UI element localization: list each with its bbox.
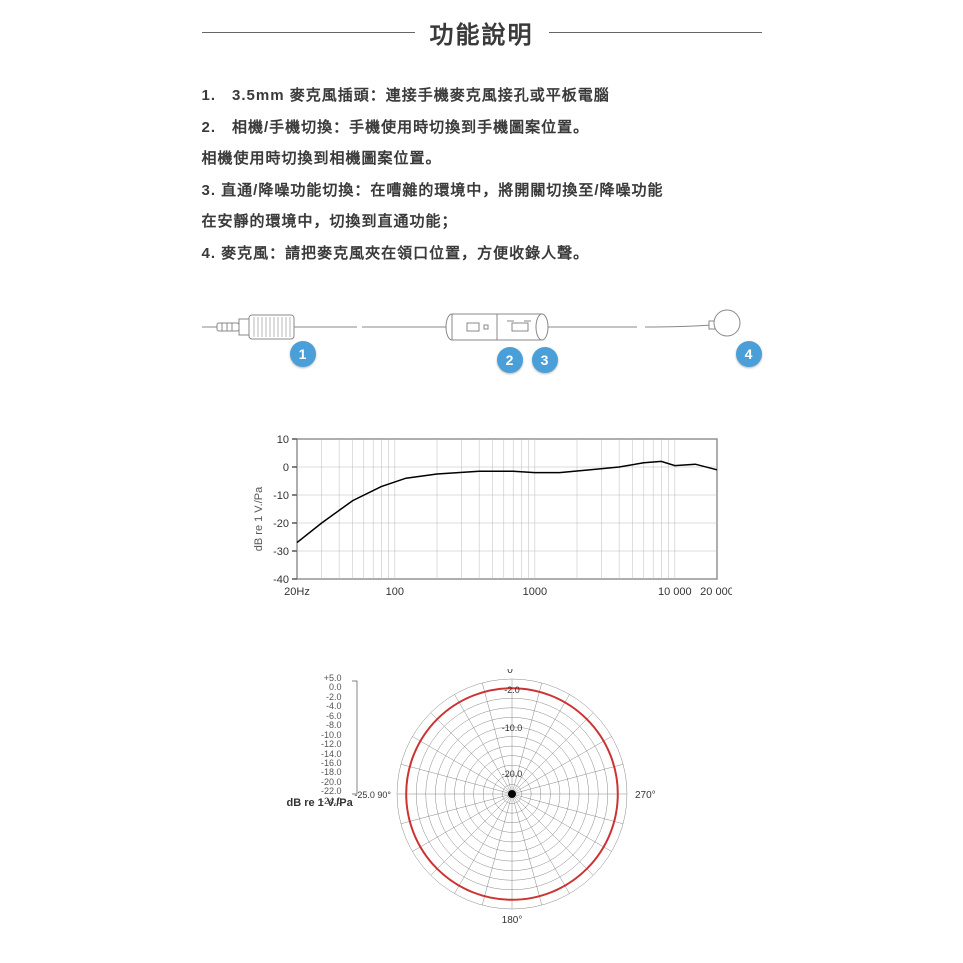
title-header: 功能說明 [202,15,762,50]
desc-line: 相機使用時切換到相機圖案位置。 [202,143,762,175]
desc-line: 4. 麥克風：請把麥克風夾在領口位置，方便收錄人聲。 [202,238,762,270]
svg-text:20Hz: 20Hz [284,586,310,598]
svg-text:10 000: 10 000 [658,586,692,598]
svg-text:-30: -30 [273,546,289,558]
badge-1: 1 [290,341,316,367]
page-title: 功能說明 [415,15,549,50]
freq-ylabel: dB re 1 V./Pa [253,487,265,551]
svg-text:1000: 1000 [522,586,546,598]
product-diagram: 1 2 3 4 [202,299,762,389]
svg-text:-10.0: -10.0 [501,723,522,733]
polar-unit-label: dB re 1 V./Pa [287,797,353,809]
svg-text:-25.0 90°: -25.0 90° [354,790,391,800]
svg-text:10: 10 [276,434,288,446]
frequency-response-chart: dB re 1 V./Pa 100-10-20-30-4020Hz1001000… [232,429,732,609]
desc-line: 在安靜的環境中，切換到直通功能； [202,206,762,238]
svg-text:20 000: 20 000 [700,586,732,598]
badge-2: 2 [497,347,523,373]
svg-text:0°: 0° [507,669,517,676]
badge-3: 3 [532,347,558,373]
svg-text:-10: -10 [273,490,289,502]
polar-chart: +5.00.0-2.0-4.0-6.0-8.0-10.0-12.0-14.0-1… [232,669,732,934]
svg-text:270°: 270° [635,790,656,801]
description-list: 1. 3.5mm 麥克風插頭：連接手機麥克風接孔或平板電腦 2. 相機/手機切換… [202,80,762,269]
badge-4: 4 [736,341,762,367]
desc-line: 3. 直通/降噪功能切換：在嘈雜的環境中，將開關切換至/降噪功能 [202,175,762,207]
freq-svg: 100-10-20-30-4020Hz100100010 00020 000 [232,429,732,604]
svg-text:-2.0: -2.0 [504,685,520,695]
svg-text:-20: -20 [273,518,289,530]
polar-scale-ticks: +5.00.0-2.0-4.0-6.0-8.0-10.0-12.0-14.0-1… [312,674,342,806]
divider-left [202,32,415,33]
diagram-svg [202,299,762,369]
desc-line: 2. 相機/手機切換：手機使用時切換到手機圖案位置。 [202,112,762,144]
svg-text:-20.0: -20.0 [501,769,522,779]
svg-text:180°: 180° [501,915,522,926]
svg-text:100: 100 [385,586,403,598]
svg-text:0: 0 [282,462,288,474]
divider-right [549,32,762,33]
svg-text:-40: -40 [273,574,289,586]
desc-line: 1. 3.5mm 麥克風插頭：連接手機麥克風接孔或平板電腦 [202,80,762,112]
